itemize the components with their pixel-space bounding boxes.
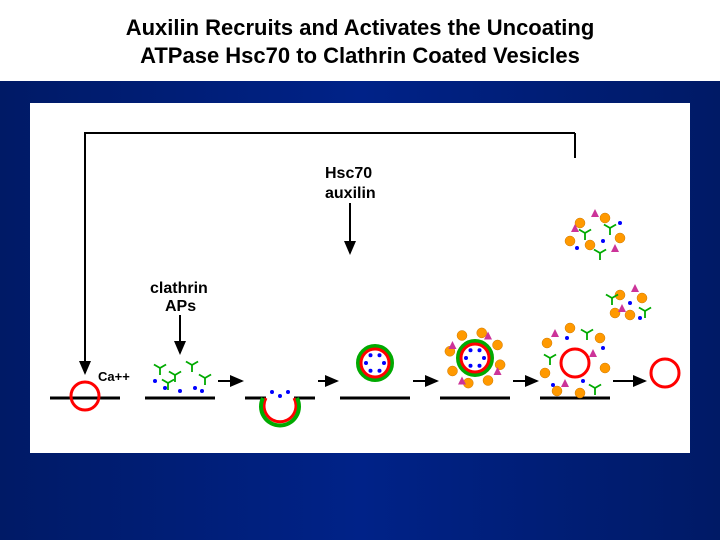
ap-dot-icon [469, 364, 473, 368]
hsc70-icon [600, 363, 610, 373]
ap-dot-icon [193, 386, 197, 390]
ap-dot-icon [278, 394, 282, 398]
hsc70-icon [542, 338, 552, 348]
vesicle-icon [71, 382, 99, 410]
auxilin-label: auxilin [325, 185, 376, 202]
clathrin-coat-icon [358, 346, 392, 380]
aps-label: APs [165, 298, 196, 315]
hsc70-icon [565, 323, 575, 333]
ap-dot-icon [565, 336, 569, 340]
hsc70-icon [615, 233, 625, 243]
hsc70-icon [495, 360, 505, 370]
clathrin-label: clathrin [150, 280, 208, 297]
hsc70-icon [595, 333, 605, 343]
auxilin-icon [448, 341, 456, 349]
hsc70-icon [447, 366, 457, 376]
ap-dot-icon [628, 301, 632, 305]
diagram-panel: Hsc70 auxilin clathrinAPs Ca++ [30, 103, 690, 453]
ap-dot-icon [618, 221, 622, 225]
hsc70-icon [600, 213, 610, 223]
ap-dot-icon [178, 389, 182, 393]
ap-dot-icon [369, 353, 373, 357]
triskelion-icon [579, 230, 591, 241]
hsc70-icon [585, 240, 595, 250]
ap-dot-icon [581, 379, 585, 383]
ap-dot-icon [382, 361, 386, 365]
title-line-2: ATPase Hsc70 to Clathrin Coated Vesicles [140, 43, 580, 68]
ap-dot-icon [200, 389, 204, 393]
ap-dot-icon [163, 386, 167, 390]
hsc70-icon [565, 236, 575, 246]
ap-dot-icon [469, 348, 473, 352]
title-line-1: Auxilin Recruits and Activates the Uncoa… [126, 15, 595, 40]
hsc70-icon [457, 330, 467, 340]
auxilin-icon [611, 244, 619, 252]
auxilin-icon [591, 209, 599, 217]
ap-dot-icon [601, 346, 605, 350]
ap-dot-icon [378, 369, 382, 373]
hsc70-icon [552, 386, 562, 396]
ap-dot-icon [575, 246, 579, 250]
clathrin-coat-icon [458, 341, 492, 375]
auxilin-icon [631, 284, 639, 292]
ap-dot-icon [478, 364, 482, 368]
slide-title: Auxilin Recruits and Activates the Uncoa… [0, 0, 720, 81]
triskelion-icon [581, 330, 593, 341]
hsc70-icon [575, 218, 585, 228]
ap-dot-icon [601, 239, 605, 243]
auxilin-icon [551, 329, 559, 337]
triskelion-icon [544, 355, 556, 366]
hsc70-icon [610, 308, 620, 318]
coated-pit [264, 398, 296, 422]
ap-dot-icon [638, 316, 642, 320]
hsc70-icon [625, 310, 635, 320]
hsc70-label: Hsc70 [325, 165, 372, 182]
triskelion-icon [589, 385, 601, 396]
triskelion-icon [199, 375, 211, 386]
hsc70-icon [477, 328, 487, 338]
ap-dot-icon [364, 361, 368, 365]
hsc70-icon [637, 293, 647, 303]
auxilin-icon [561, 379, 569, 387]
hsc70-icon [575, 388, 585, 398]
ap-dot-icon [286, 390, 290, 394]
triskelion-icon [606, 295, 618, 306]
triskelion-icon [604, 225, 616, 236]
triskelion-icon [594, 250, 606, 261]
hsc70-icon [493, 340, 503, 350]
triskelion-icon [154, 365, 166, 376]
auxilin-icon [589, 349, 597, 357]
vesicle-icon [561, 349, 589, 377]
hsc70-icon [540, 368, 550, 378]
hsc70-icon [483, 376, 493, 386]
diagram-svg: Hsc70 auxilin clathrinAPs Ca++ [30, 103, 690, 453]
ap-dot-icon [378, 353, 382, 357]
ap-dot-icon [464, 356, 468, 360]
ap-dot-icon [482, 356, 486, 360]
ap-dot-icon [551, 383, 555, 387]
ap-dot-icon [153, 379, 157, 383]
ap-dot-icon [478, 348, 482, 352]
auxilin-icon [618, 304, 626, 312]
ap-dot-icon [270, 390, 274, 394]
triskelion-icon [186, 362, 198, 373]
vesicle-icon [651, 359, 679, 387]
ca-label: Ca++ [98, 369, 130, 384]
ap-dot-icon [369, 369, 373, 373]
